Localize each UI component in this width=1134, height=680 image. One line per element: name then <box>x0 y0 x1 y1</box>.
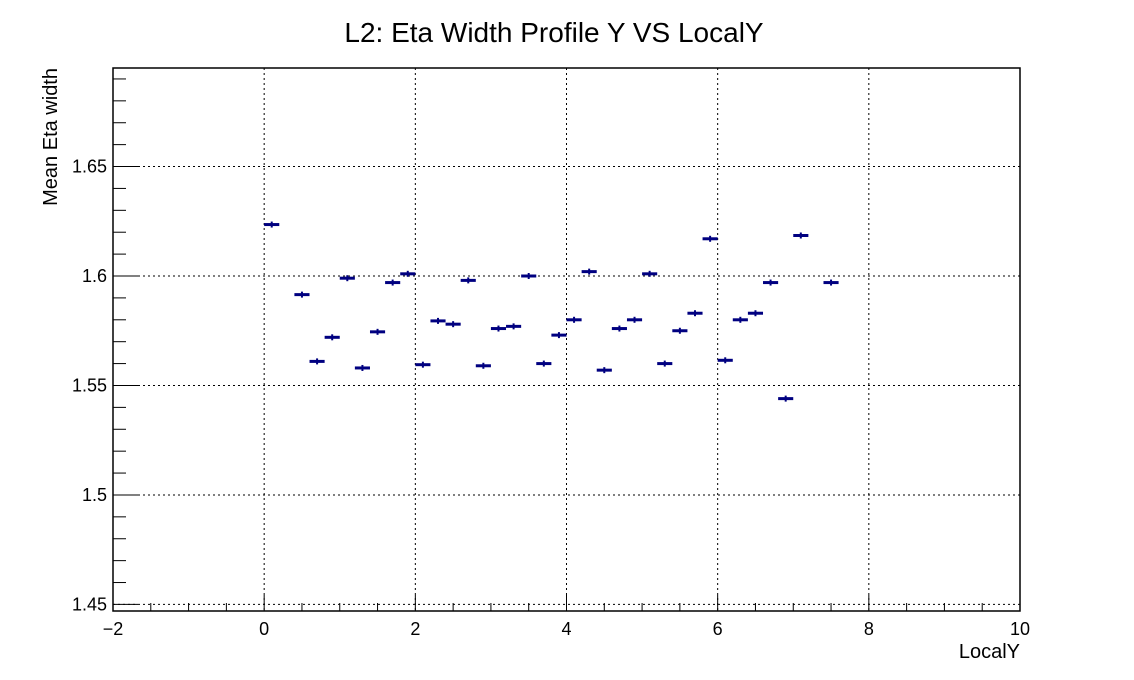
data-point <box>536 360 552 367</box>
data-point <box>506 323 522 330</box>
grid <box>113 68 1020 611</box>
data-point <box>626 316 643 323</box>
y-tick-label: 1.55 <box>72 375 107 395</box>
data-point <box>611 325 627 332</box>
data-point <box>445 321 461 328</box>
data-point <box>354 364 370 371</box>
data-point <box>369 328 386 335</box>
data-point <box>475 362 491 369</box>
data-point <box>581 268 597 275</box>
data-point <box>566 316 582 323</box>
x-tick-label: 8 <box>864 619 874 639</box>
x-tick-label: 6 <box>713 619 723 639</box>
data-point <box>521 273 537 280</box>
y-axis-label: Mean Eta width <box>40 68 62 206</box>
data-point <box>294 291 310 298</box>
y-tick-label: 1.6 <box>82 266 107 286</box>
data-point <box>642 270 658 277</box>
y-tick-label: 1.5 <box>82 485 107 505</box>
data-point <box>430 317 446 324</box>
data-point <box>264 221 280 228</box>
data-point <box>717 357 733 364</box>
x-axis-label: LocalY <box>959 641 1020 663</box>
data-point <box>415 361 431 368</box>
x-tick-label: 2 <box>410 619 420 639</box>
x-tick-label: 0 <box>259 619 269 639</box>
data-point <box>596 367 612 374</box>
x-tick-label: −2 <box>103 619 124 639</box>
y-tick-label: 1.65 <box>72 157 107 177</box>
data-markers <box>264 221 839 402</box>
data-point <box>309 358 325 365</box>
axis-ticks <box>112 78 1021 611</box>
data-point <box>400 270 416 277</box>
tick-labels: −2 0 2 4 6 8 10 1.45 1.5 1.55 1.6 1.65 <box>72 157 1030 639</box>
data-point <box>823 279 839 286</box>
data-point <box>793 232 809 239</box>
y-tick-label: 1.45 <box>72 594 107 614</box>
x-tick-label: 10 <box>1010 619 1030 639</box>
data-point <box>687 310 703 317</box>
data-point <box>702 235 718 242</box>
data-point <box>385 279 401 286</box>
data-point <box>763 279 779 286</box>
data-point <box>551 332 567 339</box>
chart-title: L2: Eta Width Profile Y VS LocalY <box>344 17 764 48</box>
data-point <box>460 277 476 284</box>
data-point <box>778 395 794 402</box>
data-point <box>324 334 340 341</box>
data-point <box>732 316 748 323</box>
data-point <box>657 360 673 367</box>
x-tick-label: 4 <box>561 619 571 639</box>
data-point <box>672 327 688 334</box>
data-point <box>747 310 764 317</box>
data-point <box>490 325 507 332</box>
data-point <box>339 275 355 282</box>
